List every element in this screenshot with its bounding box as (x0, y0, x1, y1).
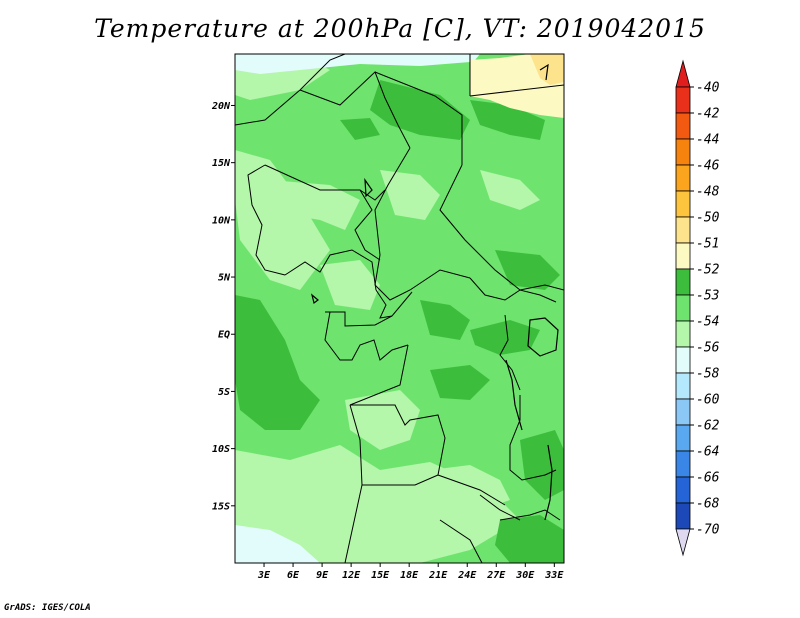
colorbar-label: -51 (696, 237, 719, 252)
colorbar-label: -40 (696, 81, 720, 96)
colorbar-swatch (675, 346, 691, 374)
colorbar-swatch (675, 190, 691, 218)
colorbar-label: -70 (696, 523, 720, 538)
colorbar-swatch (675, 242, 691, 270)
lat-tick-label: 5S (218, 387, 230, 398)
field-minus56-areas (235, 54, 480, 563)
colorbar-label: -50 (696, 211, 720, 226)
longitude-axis: 3E 6E 9E 12E 15E 18E 21E 24E 27E 30E 33E (257, 563, 564, 581)
colorbar-legend: -40 -42 -44 -46 -48 -50 -51 -52 -53 -54 -56 -58 -60 -… (675, 59, 720, 557)
lon-tick-label: 24E (457, 570, 477, 581)
colorbar-swatch (675, 216, 691, 244)
colorbar-swatch (675, 372, 691, 400)
lat-tick-label: EQ (218, 330, 230, 341)
lon-tick-label: 15E (371, 570, 390, 581)
colorbar-label: -58 (696, 367, 720, 382)
colorbar-swatch (675, 138, 691, 166)
colorbar-label: -52 (696, 263, 720, 278)
colorbar-label: -56 (696, 341, 720, 356)
temperature-field (235, 54, 564, 563)
lon-tick-label: 33E (544, 570, 564, 581)
map-frame (234, 53, 565, 564)
lon-tick-label: 9E (316, 570, 329, 581)
colorbar-label: -54 (696, 315, 719, 330)
lat-tick-label: 15N (212, 158, 231, 169)
colorbar-swatch (675, 294, 691, 322)
lat-tick-label: 15S (212, 501, 230, 512)
colorbar-label: -66 (696, 471, 720, 486)
colorbar-bottom-arrow (675, 528, 691, 557)
latitude-axis: 20N 15N 10N 5N EQ 5S 10S 15S (211, 101, 235, 512)
colorbar-swatch (675, 476, 691, 504)
colorbar-swatch (675, 398, 691, 426)
colorbar-label: -42 (696, 107, 720, 122)
colorbar-swatch (675, 112, 691, 140)
lon-tick-label: 27E (486, 570, 506, 581)
lon-tick-label: 3E (257, 570, 271, 581)
colorbar-swatch (675, 268, 691, 296)
colorbar-label: -44 (696, 133, 719, 148)
lon-tick-label: 12E (342, 570, 361, 581)
colorbar-label: -68 (696, 497, 720, 512)
lakes (310, 63, 559, 521)
map-title: Temperature at 200hPa [C], VT: 201904201… (94, 14, 706, 43)
colorbar-swatch (675, 502, 691, 530)
colorbar-label: -53 (696, 289, 719, 304)
colorbar-label: -46 (696, 159, 720, 174)
grads-credit: GrADS: IGES/COLA (4, 603, 91, 613)
field-minus54-areas (235, 54, 540, 563)
colorbar-swatch (675, 164, 691, 192)
lat-tick-label: 10N (212, 215, 231, 226)
colorbar-swatch (675, 450, 691, 478)
lat-tick-label: 10S (212, 444, 230, 455)
colorbar-label: -64 (696, 445, 719, 460)
colorbar-label: -48 (696, 185, 720, 200)
lon-tick-label: 30E (515, 570, 535, 581)
lat-tick-label: 5N (218, 273, 231, 284)
lon-tick-label: 6E (287, 570, 300, 581)
colorbar-swatch (675, 86, 691, 114)
lon-tick-label: 18E (400, 570, 419, 581)
colorbar-label: -62 (696, 419, 720, 434)
colorbar-label: -60 (696, 393, 720, 408)
lat-tick-label: 20N (211, 101, 231, 112)
colorbar-top-arrow (675, 59, 691, 88)
field-minus52-areas (235, 80, 564, 563)
colorbar-swatch (675, 320, 691, 348)
lon-tick-label: 21E (428, 570, 448, 581)
country-borders (235, 54, 564, 563)
colorbar-swatch (675, 424, 691, 452)
